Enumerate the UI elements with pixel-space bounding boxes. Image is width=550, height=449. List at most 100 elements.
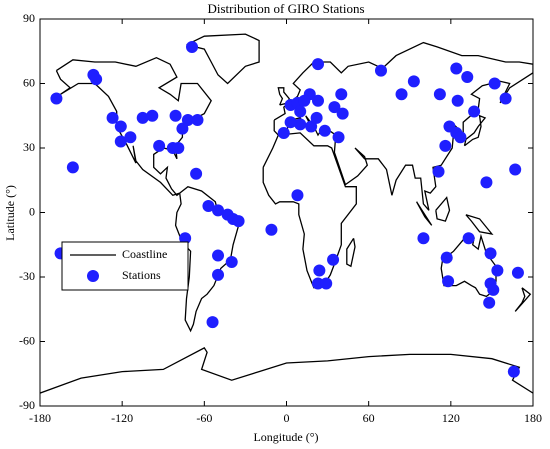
y-tick-label: -30 bbox=[19, 269, 35, 283]
station-marker bbox=[169, 109, 182, 122]
coastline bbox=[465, 214, 494, 235]
station-marker bbox=[499, 92, 512, 105]
y-tick-label: 30 bbox=[23, 140, 35, 154]
station-marker bbox=[136, 111, 149, 124]
station-marker bbox=[311, 58, 324, 71]
legend: Coastline Stations bbox=[61, 241, 189, 291]
coastline bbox=[262, 132, 357, 289]
station-marker bbox=[487, 283, 500, 296]
legend-box bbox=[61, 241, 189, 291]
station-marker bbox=[294, 118, 307, 131]
x-tick-label: -120 bbox=[111, 411, 133, 425]
station-marker bbox=[186, 40, 199, 53]
station-marker bbox=[468, 105, 481, 118]
station-marker bbox=[212, 204, 225, 217]
station-marker bbox=[488, 77, 501, 90]
station-marker bbox=[181, 114, 194, 127]
station-marker bbox=[335, 88, 348, 101]
station-marker bbox=[439, 139, 452, 152]
station-marker bbox=[511, 266, 524, 279]
station-marker bbox=[190, 167, 203, 180]
y-axis-label: Latitude (°) bbox=[3, 185, 17, 241]
station-marker bbox=[313, 264, 326, 277]
station-marker bbox=[191, 114, 204, 127]
station-marker bbox=[114, 120, 127, 133]
station-marker bbox=[462, 232, 475, 245]
station-marker bbox=[212, 249, 225, 262]
x-axis-label: Longitude (°) bbox=[253, 430, 318, 444]
station-marker bbox=[124, 131, 137, 144]
y-tick-label: -90 bbox=[19, 398, 35, 412]
x-tick-label: -180 bbox=[29, 411, 51, 425]
chart-title: Distribution of GIRO Stations bbox=[207, 1, 364, 16]
coastline bbox=[416, 201, 433, 226]
station-marker bbox=[202, 200, 215, 213]
plot bbox=[40, 33, 533, 394]
x-tick-label: 60 bbox=[363, 411, 375, 425]
station-marker bbox=[483, 296, 496, 309]
coastline bbox=[186, 33, 260, 85]
coastline bbox=[435, 196, 451, 222]
station-marker bbox=[450, 62, 463, 75]
station-marker bbox=[114, 135, 127, 148]
station-marker bbox=[179, 232, 192, 245]
station-marker bbox=[417, 232, 430, 245]
station-marker bbox=[106, 111, 119, 124]
coastline bbox=[463, 114, 487, 147]
station-marker bbox=[232, 215, 245, 228]
coastline bbox=[40, 347, 533, 394]
x-tick-label: 180 bbox=[524, 411, 542, 425]
station-marker bbox=[298, 94, 311, 107]
station-marker bbox=[311, 277, 324, 290]
station-marker bbox=[442, 275, 455, 288]
station-marker bbox=[327, 253, 340, 266]
station-marker bbox=[50, 92, 63, 105]
legend-label: Stations bbox=[122, 268, 161, 282]
x-tick-label: -60 bbox=[196, 411, 212, 425]
y-tick-label: 0 bbox=[29, 204, 35, 218]
coastline bbox=[346, 237, 356, 268]
station-marker bbox=[454, 131, 467, 144]
station-marker bbox=[66, 161, 79, 174]
station-marker bbox=[440, 251, 453, 264]
station-marker bbox=[433, 88, 446, 101]
legend-label: Coastline bbox=[122, 247, 167, 261]
station-marker bbox=[225, 255, 238, 268]
station-marker bbox=[451, 94, 464, 107]
station-marker bbox=[277, 126, 290, 139]
station-marker bbox=[332, 131, 345, 144]
station-marker bbox=[284, 116, 297, 129]
station-marker bbox=[336, 107, 349, 120]
station-marker bbox=[491, 264, 504, 277]
station-marker bbox=[212, 268, 225, 281]
station-marker bbox=[320, 277, 333, 290]
x-tick-label: 0 bbox=[284, 411, 290, 425]
station-marker bbox=[291, 189, 304, 202]
station-marker bbox=[153, 139, 166, 152]
station-marker bbox=[407, 75, 420, 88]
station-marker bbox=[509, 163, 522, 176]
station-marker bbox=[310, 111, 323, 124]
coastline bbox=[514, 287, 532, 312]
station-marker bbox=[265, 223, 278, 236]
y-tick-label: 60 bbox=[23, 75, 35, 89]
station-marker bbox=[484, 247, 497, 260]
station-marker bbox=[374, 64, 387, 77]
station-marker bbox=[176, 122, 189, 135]
station-marker bbox=[206, 316, 219, 329]
station-marker bbox=[461, 71, 474, 84]
station-marker bbox=[172, 142, 185, 154]
legend-marker bbox=[87, 270, 99, 282]
x-tick-label: 120 bbox=[442, 411, 460, 425]
y-tick-label: -60 bbox=[19, 333, 35, 347]
station-marker bbox=[395, 88, 408, 101]
station-marker bbox=[318, 124, 331, 137]
station-marker bbox=[294, 105, 307, 118]
station-marker bbox=[432, 165, 445, 178]
station-marker bbox=[305, 120, 318, 133]
y-tick-label: 90 bbox=[23, 11, 35, 25]
station-marker bbox=[507, 365, 520, 378]
station-marker bbox=[146, 109, 159, 122]
station-marker bbox=[480, 176, 493, 189]
